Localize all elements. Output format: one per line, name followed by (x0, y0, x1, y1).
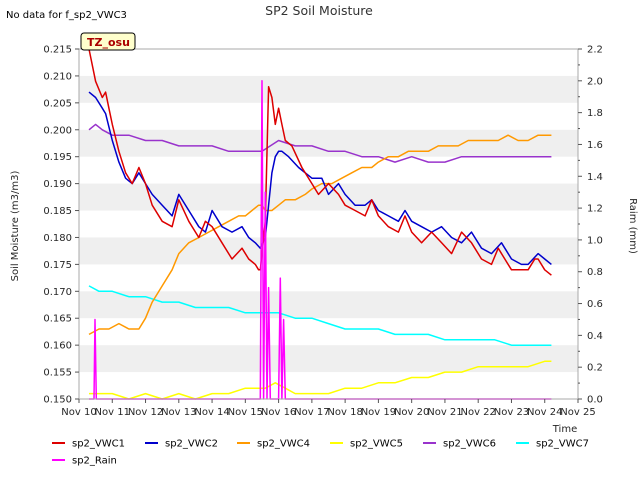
y-left-tick-label: 0.215 (43, 45, 72, 56)
series-line-sp2_VWC7 (88, 285, 552, 346)
y-left-tick-label: 0.180 (43, 233, 72, 244)
right-axis-ticks: 0.0 0.2 0.4 0.6 0.8 1.0 1.2 1.4 1.6 1.8 2.0 2.2 (578, 45, 603, 406)
grid-band (79, 129, 578, 157)
y-left-tick-label: 0.165 (43, 314, 72, 325)
plot-background (79, 49, 578, 399)
grid-band (79, 291, 578, 319)
left-axis-ticks: 0.150 0.155 0.160 0.165 0.170 0.175 0.180 0.185… (43, 45, 79, 406)
y-right-tick-label: 1.4 (587, 172, 603, 183)
legend-label: sp2_VWC1 (72, 439, 125, 450)
y-left-tick-label: 0.170 (43, 287, 72, 298)
y-left-tick-label: 0.210 (43, 71, 72, 82)
y-right-tick-label: 1.6 (587, 140, 603, 151)
series-line-sp2_VWC2 (88, 91, 552, 266)
x-tick-label: Nov 12 (128, 407, 163, 418)
legend-item-sp2_Rain: sp2_Rain (52, 456, 117, 467)
x-tick-label: Nov 16 (261, 407, 296, 418)
x-tick-label: Nov 19 (361, 407, 396, 418)
tz-badge: TZ_osu (80, 32, 136, 51)
x-tick-label: Nov 10 (61, 407, 96, 418)
y-right-tick-label: 0.2 (587, 363, 603, 374)
y-right-tick-label: 1.0 (587, 235, 603, 246)
y-right-tick-label: 2.2 (587, 45, 603, 56)
no-data-note: No data for f_sp2_VWC3 (6, 10, 127, 21)
y-left-tick-label: 0.160 (43, 341, 72, 352)
series-line-sp2_VWC4 (88, 134, 552, 336)
x-tick-label: Nov 18 (327, 407, 362, 418)
x-tick-label: Nov 15 (228, 407, 263, 418)
chart-title: SP2 Soil Moisture (265, 3, 373, 18)
legend-label: sp2_VWC2 (165, 439, 218, 450)
x-tick-label: Nov 22 (460, 407, 495, 418)
tz-badge-label: TZ_osu (87, 36, 130, 49)
x-tick-label: Nov 14 (194, 407, 229, 418)
y-left-tick-label: 0.155 (43, 368, 72, 379)
legend-item-sp2_VWC1: sp2_VWC1 (52, 439, 125, 450)
y-right-tick-label: 1.2 (587, 204, 603, 215)
y-left-tick-label: 0.185 (43, 206, 72, 217)
legend-label: sp2_VWC5 (350, 439, 403, 450)
legend-item-sp2_VWC5: sp2_VWC5 (330, 439, 403, 450)
y-right-tick-label: 1.8 (587, 108, 603, 119)
x-tick-label: Nov 11 (95, 407, 130, 418)
legend-label: sp2_VWC4 (257, 439, 310, 450)
y-right-tick-label: 2.0 (587, 76, 603, 87)
background-bands (79, 49, 578, 399)
grid-band (79, 75, 578, 103)
grid-band (79, 345, 578, 373)
y-left-tick-label: 0.200 (43, 125, 72, 136)
x-tick-label: Nov 20 (394, 407, 429, 418)
legend-item-sp2_VWC2: sp2_VWC2 (145, 439, 218, 450)
y-right-tick-label: 0.6 (587, 299, 603, 310)
grid-band (79, 237, 578, 265)
series-line-sp2_VWC5 (89, 360, 552, 400)
legend-label: sp2_Rain (72, 456, 117, 467)
y-left-tick-label: 0.195 (43, 152, 72, 163)
legend-item-sp2_VWC6: sp2_VWC6 (423, 439, 496, 450)
y-left-tick-label: 0.190 (43, 179, 72, 190)
x-tick-label: Nov 21 (427, 407, 462, 418)
y-axis-label-right: Raim (mm) (627, 198, 638, 254)
y-left-tick-label: 0.205 (43, 98, 72, 109)
y-right-tick-label: 0.4 (587, 331, 603, 342)
x-tick-label: Nov 24 (527, 407, 562, 418)
y-right-tick-label: 0.8 (587, 267, 603, 278)
x-tick-label: Nov 17 (294, 407, 329, 418)
legend-label: sp2_VWC7 (536, 439, 589, 450)
legend-label: sp2_VWC6 (443, 439, 496, 450)
y-axis-label-left: Soil Moisture (m3/m3) (10, 171, 21, 282)
legend: sp2_VWC1 sp2_VWC2 sp2_VWC4 sp2_VWC5 sp2_VWC6… (52, 439, 589, 467)
legend-item-sp2_VWC4: sp2_VWC4 (237, 439, 310, 450)
series-line-sp2_VWC1 (88, 48, 552, 276)
y-left-tick-label: 0.150 (43, 395, 72, 406)
x-tick-label: Nov 23 (494, 407, 529, 418)
x-tick-label: Nov 13 (161, 407, 196, 418)
x-tick-label: Nov 25 (560, 407, 595, 418)
y-right-tick-label: 0.0 (587, 395, 603, 406)
y-left-tick-label: 0.175 (43, 260, 72, 271)
legend-item-sp2_VWC7: sp2_VWC7 (516, 439, 589, 450)
x-axis-label: Time (552, 424, 577, 435)
series-line-sp2_VWC6 (88, 123, 552, 163)
